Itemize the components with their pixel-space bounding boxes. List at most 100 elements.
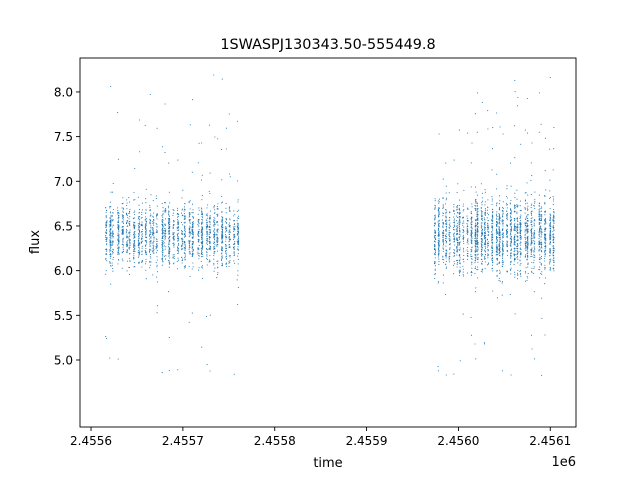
data-point xyxy=(155,247,157,249)
data-point xyxy=(233,215,235,217)
data-point xyxy=(202,277,204,279)
data-point xyxy=(184,236,186,238)
data-point xyxy=(191,232,193,234)
data-point xyxy=(448,238,450,240)
data-point xyxy=(164,242,166,244)
data-point xyxy=(177,234,179,236)
data-point xyxy=(229,176,231,178)
data-point xyxy=(481,204,483,206)
data-point xyxy=(498,203,500,205)
data-point xyxy=(189,124,191,126)
data-point xyxy=(191,229,193,231)
data-point xyxy=(513,218,515,220)
data-point xyxy=(149,245,151,247)
data-point xyxy=(510,185,512,187)
data-point xyxy=(496,247,498,249)
data-point xyxy=(484,242,486,244)
data-point xyxy=(499,239,501,241)
data-point xyxy=(544,201,546,203)
data-point xyxy=(530,194,532,196)
data-point xyxy=(177,237,179,240)
data-point xyxy=(449,236,451,238)
data-point xyxy=(172,233,174,235)
data-point xyxy=(233,248,235,251)
data-point xyxy=(527,217,529,220)
data-point xyxy=(109,223,111,226)
data-point xyxy=(438,239,440,241)
data-point xyxy=(452,210,455,212)
data-point xyxy=(164,248,166,250)
data-point xyxy=(510,252,512,254)
data-point xyxy=(442,223,444,225)
data-point xyxy=(434,214,436,216)
data-point xyxy=(133,232,135,234)
data-point xyxy=(122,244,124,246)
data-point xyxy=(495,205,497,207)
data-point xyxy=(525,218,527,220)
data-point xyxy=(498,277,500,279)
data-point xyxy=(109,217,111,219)
data-point xyxy=(480,243,482,245)
data-point xyxy=(533,235,535,237)
data-point xyxy=(475,209,477,212)
data-point xyxy=(206,207,208,209)
data-point xyxy=(444,223,447,225)
data-point xyxy=(206,252,208,254)
data-point xyxy=(481,214,483,216)
data-point xyxy=(192,215,194,217)
data-point xyxy=(491,227,493,229)
data-point xyxy=(225,262,227,264)
data-point xyxy=(510,227,512,229)
data-point xyxy=(233,220,235,222)
data-point xyxy=(209,218,211,220)
data-point xyxy=(173,254,175,256)
data-point xyxy=(456,220,458,222)
data-point xyxy=(206,222,208,224)
data-point xyxy=(191,231,193,233)
data-point xyxy=(516,250,518,252)
data-point xyxy=(112,267,114,270)
data-point xyxy=(233,235,235,237)
data-point xyxy=(153,212,155,214)
data-point xyxy=(466,258,468,260)
data-point xyxy=(118,253,120,255)
data-point xyxy=(133,234,135,236)
data-point xyxy=(206,264,208,266)
data-point xyxy=(471,221,473,223)
data-point xyxy=(229,261,231,263)
data-point xyxy=(456,222,458,224)
data-point xyxy=(198,222,200,224)
data-point xyxy=(138,246,140,248)
data-point xyxy=(442,204,444,206)
data-point xyxy=(184,228,186,230)
data-point xyxy=(545,245,547,247)
data-point xyxy=(122,219,124,221)
data-point xyxy=(173,221,175,223)
data-point xyxy=(476,249,478,251)
data-point xyxy=(474,272,476,274)
data-point xyxy=(442,258,444,260)
data-point xyxy=(527,205,529,207)
data-point xyxy=(491,245,493,247)
data-point xyxy=(538,202,540,204)
data-point xyxy=(129,201,131,203)
data-point xyxy=(476,131,478,133)
data-point xyxy=(477,243,479,245)
data-point xyxy=(162,226,164,228)
data-point xyxy=(437,235,439,237)
data-point xyxy=(553,248,555,250)
data-point xyxy=(498,280,500,282)
data-point xyxy=(525,229,527,231)
data-point xyxy=(180,221,183,223)
data-point xyxy=(538,238,540,240)
data-point xyxy=(445,229,447,231)
data-point xyxy=(553,229,555,231)
data-point xyxy=(544,170,546,172)
data-point xyxy=(553,226,555,228)
data-point xyxy=(510,235,512,237)
data-point xyxy=(164,239,166,241)
data-point xyxy=(474,267,476,270)
data-point xyxy=(221,265,224,267)
data-point xyxy=(501,281,503,283)
data-point xyxy=(188,236,190,238)
